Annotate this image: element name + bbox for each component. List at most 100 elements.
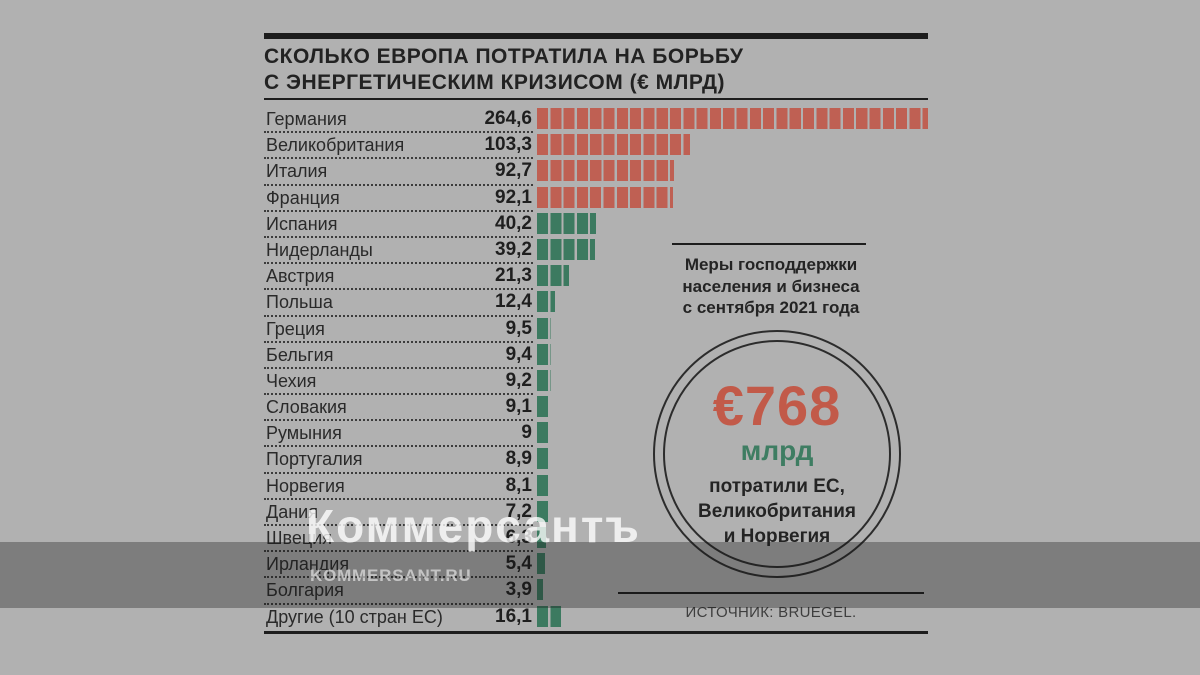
country-label: Ирландия bbox=[266, 554, 350, 575]
country-value: 40,2 bbox=[495, 212, 532, 234]
country-value: 5,4 bbox=[505, 553, 532, 575]
country-bar bbox=[537, 553, 545, 575]
country-value: 9 bbox=[521, 422, 532, 444]
country-bar bbox=[537, 212, 597, 234]
country-value: 39,2 bbox=[495, 238, 532, 260]
table-row: Другие (10 стран ЕС) 16,1 bbox=[264, 604, 928, 630]
country-label: Дания bbox=[266, 501, 318, 522]
country-label: Греция bbox=[266, 318, 325, 339]
table-row: Словакия 9,1 bbox=[264, 394, 928, 422]
country-label: Норвегия bbox=[266, 475, 345, 496]
country-label: Германия bbox=[266, 109, 347, 129]
country-value: 8,9 bbox=[505, 448, 532, 470]
highlight-content: €768 млрд потратили ЕС, Великобритания и… bbox=[655, 378, 899, 549]
country-bar bbox=[537, 605, 561, 627]
page-title: СКОЛЬКО ЕВРОПА ПОТРАТИЛА НА БОРЬБУ С ЭНЕ… bbox=[264, 44, 944, 96]
country-bar bbox=[537, 579, 543, 601]
country-value: 12,4 bbox=[495, 291, 532, 313]
highlight-circle-inner-ring bbox=[663, 340, 891, 568]
table-row: Польша 12,4 bbox=[264, 289, 928, 317]
kommersant-site-watermark: KOMMERSANT.RU bbox=[310, 566, 472, 585]
country-bar bbox=[537, 186, 674, 208]
country-value: 9,2 bbox=[505, 369, 532, 391]
caption-line-2: Великобритания bbox=[697, 501, 857, 522]
country-label: Португалия bbox=[266, 449, 363, 470]
table-row: Германия 264,6 bbox=[264, 106, 928, 134]
country-label: Другие (10 стран ЕС) bbox=[266, 606, 443, 627]
table-row: Румыния 9 bbox=[264, 420, 928, 448]
country-bar bbox=[537, 108, 928, 129]
note-line-3: с сентября 2021 года bbox=[682, 298, 860, 317]
source-rule bbox=[618, 592, 924, 594]
table-row: Греция 9,5 bbox=[264, 316, 928, 343]
table-row: Бельгия 9,4 bbox=[264, 342, 928, 370]
country-bar bbox=[537, 160, 674, 182]
table-row: Ирландия 5,4 bbox=[264, 551, 928, 579]
note-text: Меры господдержки населения и бизнеса с … bbox=[645, 254, 897, 319]
country-label: Польша bbox=[266, 292, 333, 313]
country-bar-list: Германия 264,6 Великобритания 103,3 Итал… bbox=[264, 106, 928, 630]
country-label: Бельгия bbox=[266, 344, 334, 365]
country-value: 103,3 bbox=[484, 134, 532, 156]
table-row: Австрия 21,3 bbox=[264, 263, 928, 291]
country-bar bbox=[537, 134, 690, 156]
country-bar bbox=[537, 317, 551, 339]
caption-line-1: потратили ЕС, bbox=[709, 476, 845, 497]
country-label: Чехия bbox=[266, 370, 317, 391]
total-amount-unit: млрд bbox=[740, 435, 814, 466]
country-label: Словакия bbox=[266, 397, 347, 418]
country-value: 3,9 bbox=[505, 579, 532, 601]
table-row: Швеция 6,3 bbox=[264, 525, 928, 553]
kommersant-logo-watermark: Коммерсантъ bbox=[306, 500, 641, 552]
table-row: Италия 92,7 bbox=[264, 158, 928, 186]
country-bar bbox=[537, 422, 551, 444]
table-row: Нидерланды 39,2 bbox=[264, 237, 928, 265]
country-value: 264,6 bbox=[484, 108, 532, 129]
country-value: 92,7 bbox=[495, 160, 532, 182]
country-label: Италия bbox=[266, 161, 328, 182]
country-label: Болгария bbox=[266, 580, 344, 601]
country-value: 9,1 bbox=[505, 396, 532, 418]
title-line-2: С ЭНЕРГЕТИЧЕСКИМ КРИЗИСОМ (€ МЛРД) bbox=[264, 71, 725, 94]
country-value: 8,1 bbox=[505, 474, 532, 496]
country-bar bbox=[537, 448, 551, 470]
note-line-1: Меры господдержки bbox=[684, 255, 858, 274]
table-row: Болгария 3,9 bbox=[264, 577, 928, 605]
country-label: Швеция bbox=[266, 528, 332, 548]
top-rule bbox=[264, 33, 928, 39]
watermark-band bbox=[0, 542, 1200, 608]
country-value: 16,1 bbox=[495, 605, 532, 627]
country-bar bbox=[537, 500, 548, 522]
title-line-1: СКОЛЬКО ЕВРОПА ПОТРАТИЛА НА БОРЬБУ bbox=[264, 45, 744, 68]
country-label: Австрия bbox=[266, 266, 335, 287]
country-bar bbox=[537, 369, 551, 391]
highlight-circle: €768 млрд потратили ЕС, Великобритания и… bbox=[653, 330, 901, 578]
country-value: 92,1 bbox=[495, 186, 532, 208]
country-value: 9,5 bbox=[505, 317, 532, 339]
country-label: Франция bbox=[266, 187, 340, 208]
country-value: 6,3 bbox=[505, 527, 532, 548]
table-row: Испания 40,2 bbox=[264, 211, 928, 239]
table-row: Чехия 9,2 bbox=[264, 368, 928, 396]
country-bar bbox=[537, 291, 556, 313]
country-bar bbox=[537, 527, 547, 548]
title-underline bbox=[264, 98, 928, 100]
country-bar bbox=[537, 343, 551, 365]
table-row: Великобритания 103,3 bbox=[264, 132, 928, 160]
country-label: Испания bbox=[266, 213, 338, 234]
note-line-2: населения и бизнеса bbox=[682, 276, 860, 296]
country-label: Румыния bbox=[266, 423, 342, 444]
country-bar bbox=[537, 265, 569, 287]
country-bar bbox=[537, 474, 549, 496]
table-row: Франция 92,1 bbox=[264, 185, 928, 212]
country-bar bbox=[537, 396, 551, 418]
country-value: 7,2 bbox=[505, 500, 532, 522]
caption-line-3: и Норвегия bbox=[723, 526, 831, 547]
source-note: ИСТОЧНИК: BRUEGEL. bbox=[685, 604, 857, 621]
table-row: Португалия 8,9 bbox=[264, 446, 928, 474]
country-value: 21,3 bbox=[495, 265, 532, 287]
country-label: Великобритания bbox=[266, 135, 405, 156]
country-label: Нидерланды bbox=[266, 239, 373, 260]
total-amount: €768 bbox=[712, 374, 842, 437]
